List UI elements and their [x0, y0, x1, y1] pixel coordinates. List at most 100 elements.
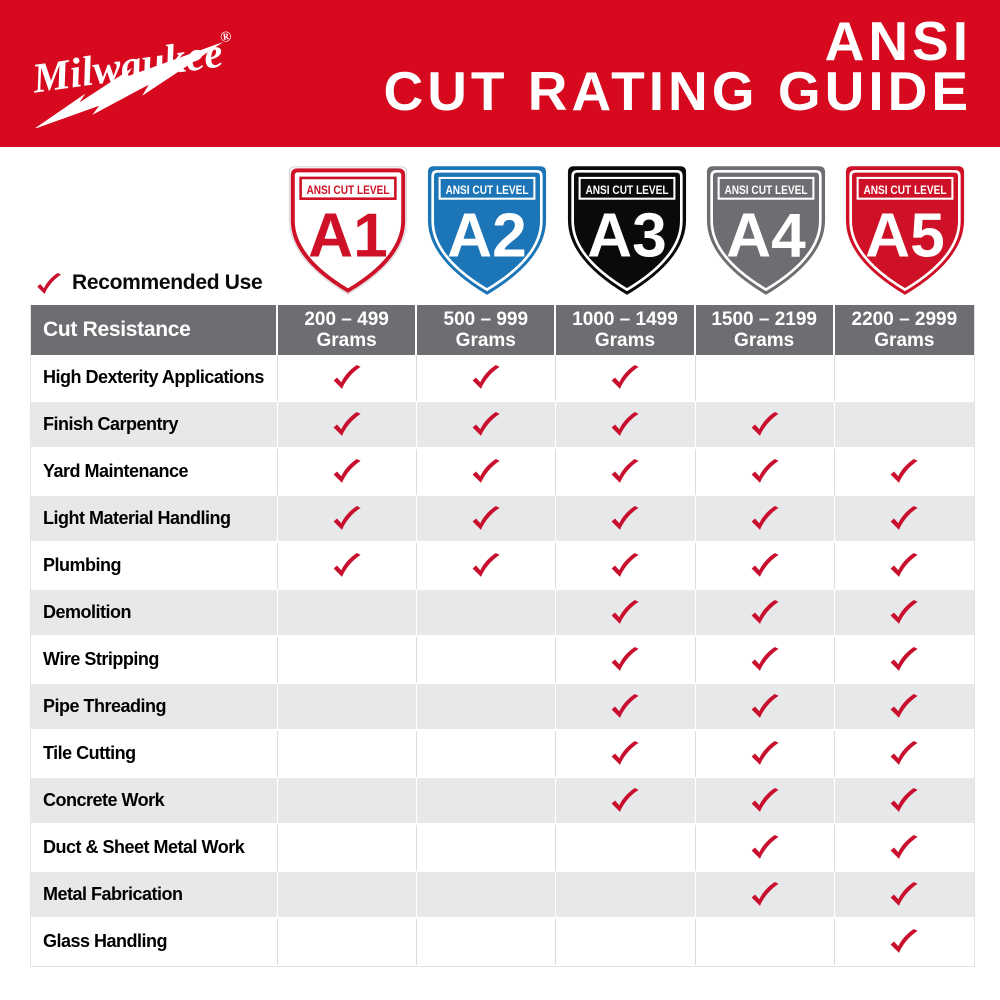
- check-cell-a5: [834, 355, 974, 402]
- row-label: Glass Handling: [31, 919, 278, 966]
- check-cell-a4: [695, 919, 835, 966]
- table-row: Tile Cutting: [31, 731, 974, 778]
- check-cell-a3: [556, 825, 696, 872]
- check-cell-a1: [278, 543, 418, 590]
- shield-column-a5: ANSI CUT LEVEL A5: [836, 147, 975, 305]
- grams-unit: Grams: [594, 330, 656, 351]
- recommended-use-label: Recommended Use: [72, 271, 263, 294]
- check-icon: [472, 412, 500, 436]
- check-icon: [472, 365, 500, 389]
- row-label: Duct & Sheet Metal Work: [31, 825, 278, 872]
- check-icon: [890, 741, 919, 765]
- check-cell-a5: [834, 449, 974, 496]
- grams-unit: Grams: [874, 330, 935, 351]
- check-icon: [751, 694, 779, 718]
- grams-header-a1: 200 – 499 Grams: [278, 305, 418, 355]
- ansi-cut-level-a2-badge: ANSI CUT LEVEL A2: [428, 166, 547, 295]
- check-cell-a4: [695, 449, 835, 496]
- check-cell-a5: [834, 590, 974, 637]
- check-icon: [333, 553, 361, 577]
- row-label: Demolition: [31, 590, 278, 637]
- check-icon: [612, 506, 640, 530]
- check-icon: [890, 835, 919, 859]
- check-cell-a1: [278, 731, 418, 778]
- check-icon: [612, 741, 640, 765]
- recommended-use-check-icon: [37, 273, 61, 294]
- check-icon: [612, 365, 640, 389]
- check-cell-a3: [556, 919, 696, 966]
- table-row: Concrete Work: [31, 778, 974, 825]
- check-cell-a3: [556, 449, 696, 496]
- check-cell-a2: [417, 355, 557, 402]
- check-icon: [333, 506, 361, 530]
- table-row: Demolition: [31, 590, 974, 637]
- table-row: Duct & Sheet Metal Work: [31, 825, 974, 872]
- check-icon: [612, 459, 640, 483]
- check-cell-a5: [834, 825, 974, 872]
- check-cell-a5: [834, 402, 974, 449]
- check-icon: [612, 788, 640, 812]
- check-cell-a5: [834, 543, 974, 590]
- shield-band-label: ANSI CUT LEVEL: [446, 184, 529, 197]
- check-cell-a4: [695, 637, 835, 684]
- check-cell-a2: [417, 731, 557, 778]
- check-icon: [612, 694, 640, 718]
- cut-resistance-header: Cut Resistance: [31, 305, 278, 355]
- check-cell-a2: [417, 449, 557, 496]
- check-icon: [612, 412, 640, 436]
- shield-band-label: ANSI CUT LEVEL: [864, 184, 947, 197]
- check-cell-a3: [556, 543, 696, 590]
- check-cell-a3: [556, 355, 696, 402]
- grams-range: 500 – 999: [443, 309, 529, 330]
- ansi-cut-level-a1-badge: ANSI CUT LEVEL A1: [288, 166, 407, 295]
- check-cell-a3: [556, 731, 696, 778]
- check-cell-a2: [417, 778, 557, 825]
- title-line-cut-rating-guide: CUT RATING GUIDE: [383, 60, 972, 122]
- check-cell-a2: [417, 496, 557, 543]
- check-cell-a2: [417, 637, 557, 684]
- row-label: Plumbing: [31, 543, 278, 590]
- check-icon: [890, 788, 919, 812]
- check-icon: [751, 412, 779, 436]
- check-icon: [751, 600, 779, 624]
- check-cell-a3: [556, 402, 696, 449]
- grams-header-a4: 1500 – 2199 Grams: [695, 305, 835, 355]
- check-icon: [612, 600, 640, 624]
- check-icon: [751, 647, 779, 671]
- check-icon: [751, 741, 779, 765]
- check-icon: [751, 506, 779, 530]
- check-icon: [472, 553, 500, 577]
- title-line-ansi: ANSI: [824, 10, 972, 72]
- check-icon: [333, 412, 361, 436]
- row-label: Metal Fabrication: [31, 872, 278, 919]
- check-cell-a2: [417, 402, 557, 449]
- lightning-bolt-icon: [33, 41, 224, 128]
- grams-header-a3: 1000 – 1499 Grams: [556, 305, 696, 355]
- shield-column-a2: ANSI CUT LEVEL A2: [417, 147, 556, 305]
- check-cell-a1: [278, 590, 418, 637]
- check-icon: [890, 553, 919, 577]
- row-label: Concrete Work: [31, 778, 278, 825]
- grams-unit: Grams: [316, 330, 377, 351]
- check-cell-a5: [834, 684, 974, 731]
- check-cell-a1: [278, 684, 418, 731]
- row-label: Finish Carpentry: [31, 402, 278, 449]
- check-cell-a4: [695, 684, 835, 731]
- grams-range: 1500 – 2199: [711, 309, 817, 330]
- grams-range: 200 – 499: [304, 309, 389, 330]
- check-icon: [890, 694, 919, 718]
- check-cell-a4: [695, 825, 835, 872]
- check-icon: [612, 553, 640, 577]
- check-cell-a4: [695, 590, 835, 637]
- check-icon: [751, 882, 779, 906]
- shield-row: Recommended Use ANSI CUT LEVEL A1 ANSI C…: [30, 147, 975, 305]
- check-cell-a1: [278, 496, 418, 543]
- table-row: Glass Handling: [31, 919, 974, 966]
- ansi-cut-level-a4-badge: ANSI CUT LEVEL A4: [706, 166, 825, 295]
- table-row: Finish Carpentry: [31, 402, 974, 449]
- page-title: ANSI CUT RATING GUIDE: [383, 10, 972, 122]
- check-icon: [890, 647, 919, 671]
- shield-column-a1: ANSI CUT LEVEL A1: [278, 147, 417, 305]
- shield-level-letter: A1: [308, 201, 388, 270]
